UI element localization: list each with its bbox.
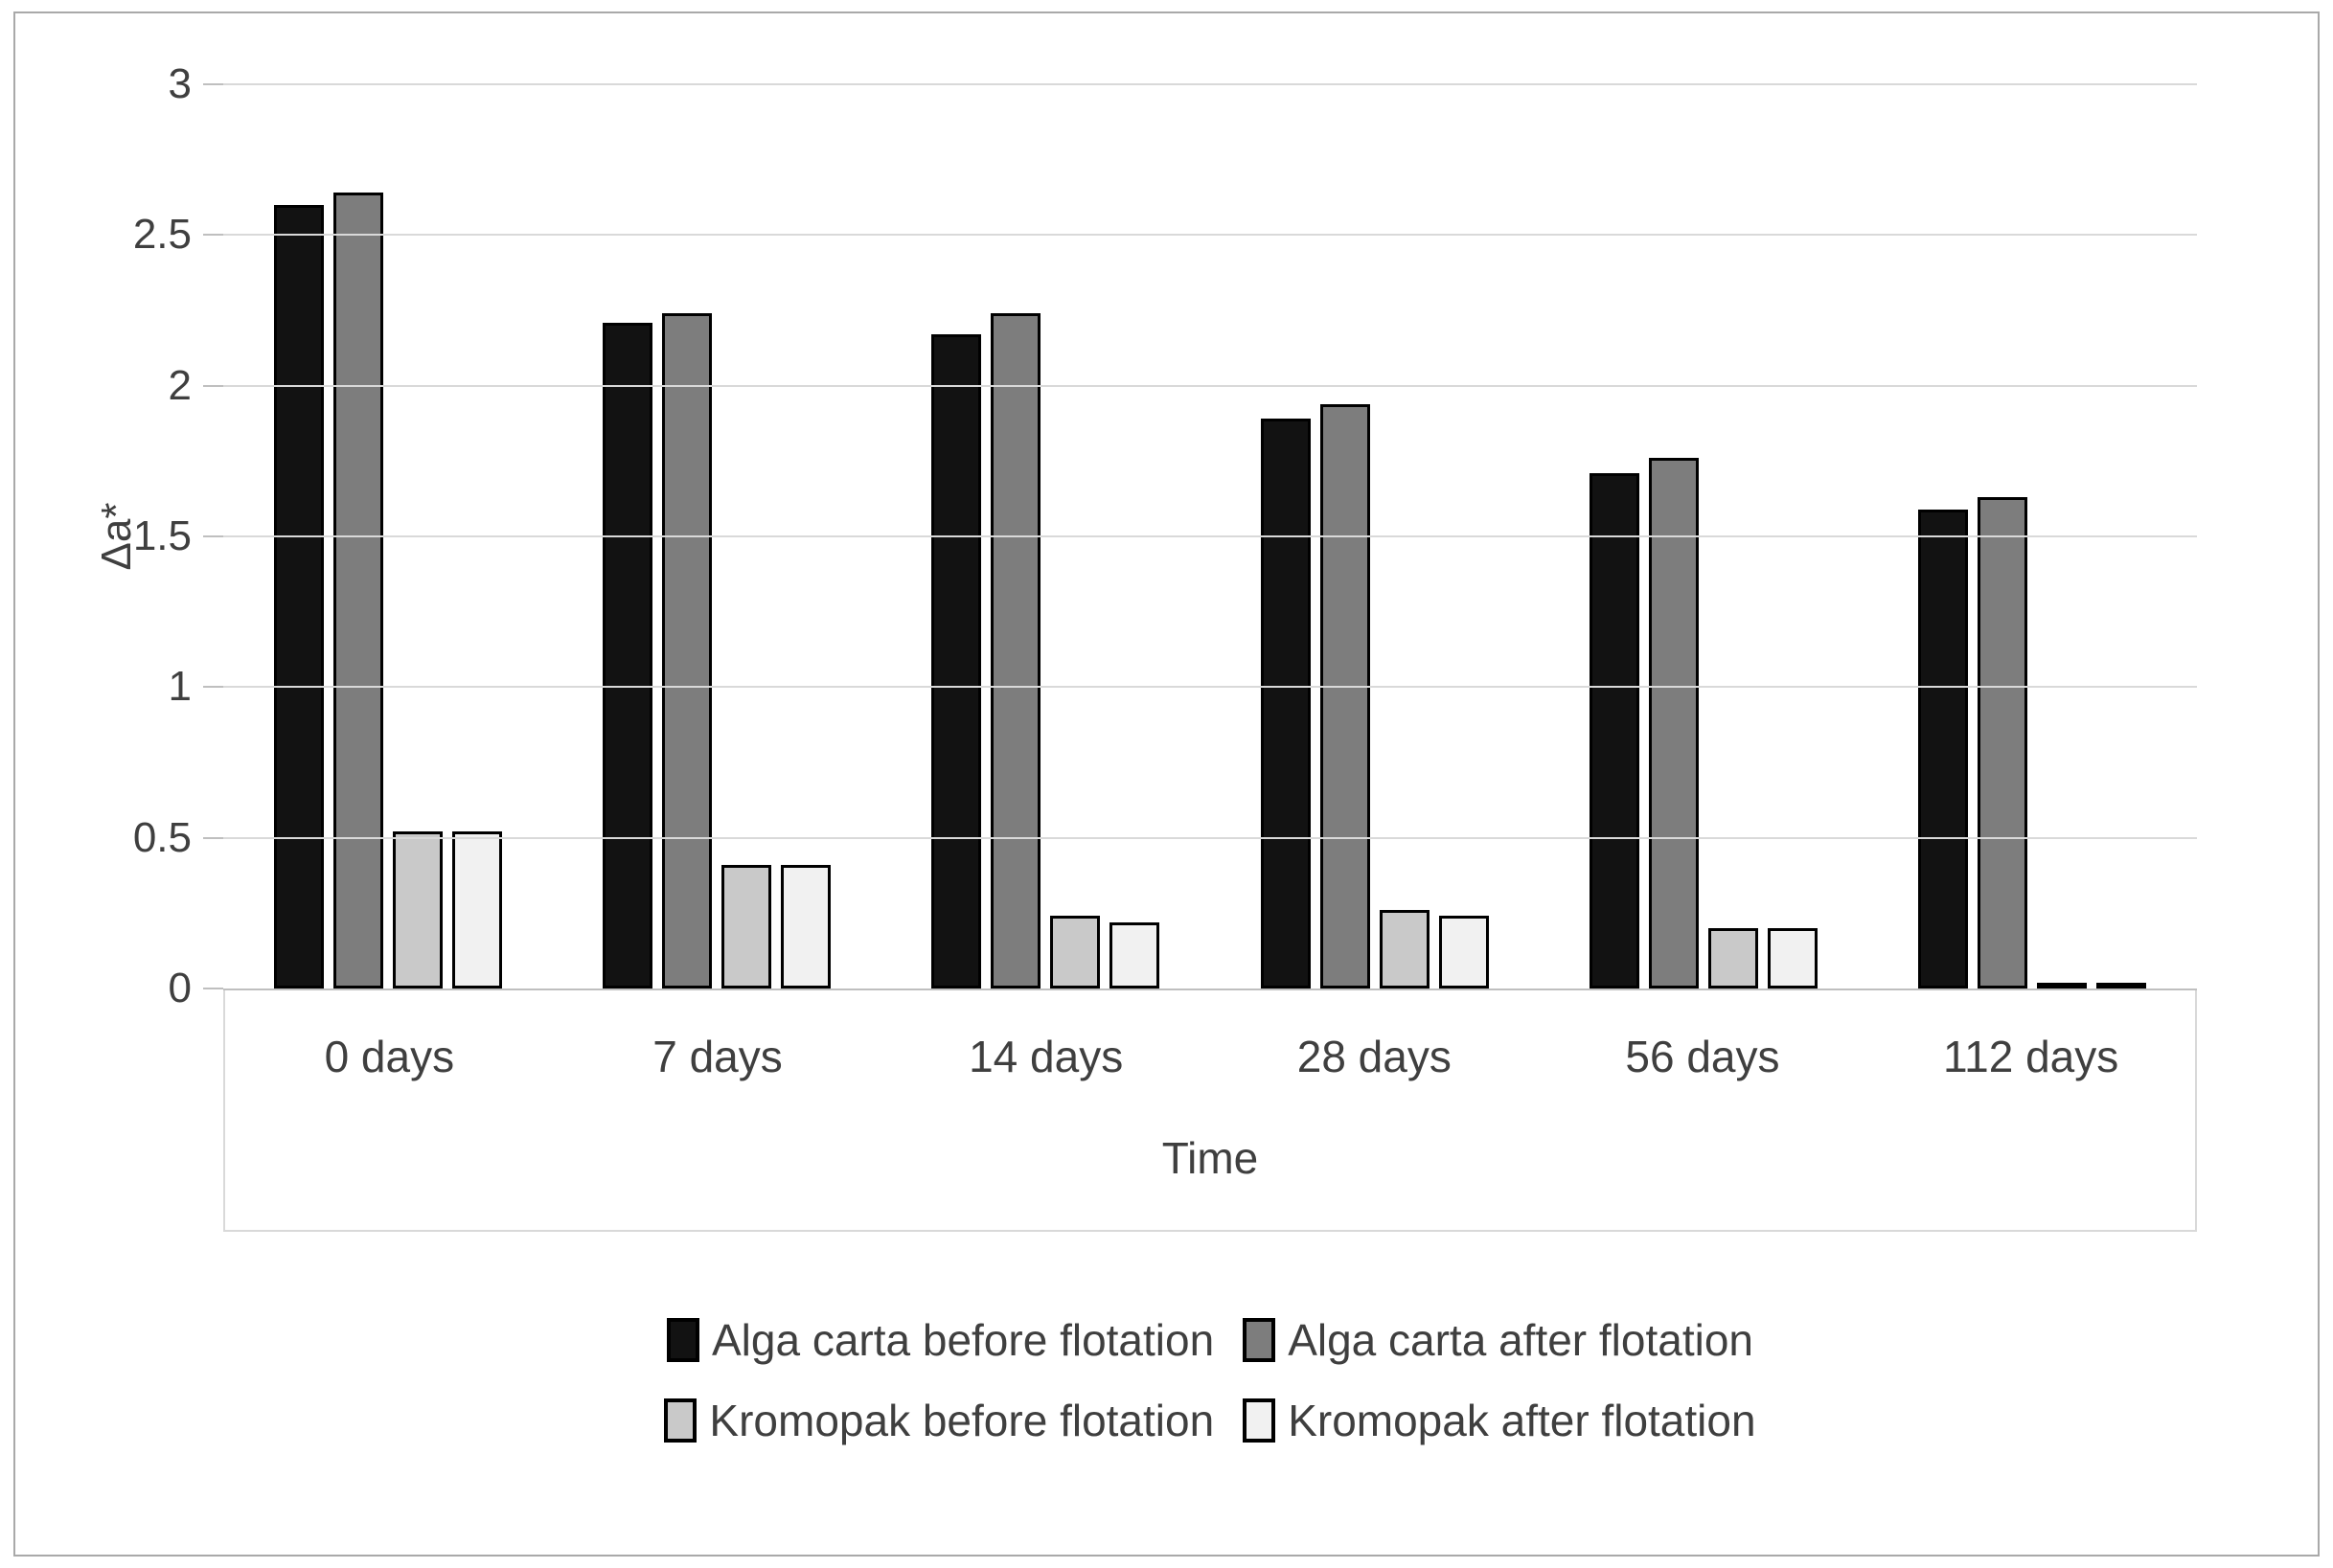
legend: Alga carta before flotation Alga carta af…	[223, 1314, 2197, 1446]
bar	[1648, 458, 1699, 989]
bar-group	[931, 84, 1160, 989]
y-axis-tick-label: 1	[168, 663, 192, 711]
y-axis: 3 2.5 2 1.5 1 0.5 0	[0, 60, 223, 1011]
y-axis-tick-label: 2.5	[132, 211, 192, 259]
legend-swatch	[664, 1398, 698, 1443]
legend-label: Alga carta after flotation	[1288, 1315, 1754, 1365]
category-label-row: 0 days 7 days 14 days 28 days 56 days 112 day…	[225, 1031, 2195, 1082]
bar	[1707, 928, 1758, 989]
y-axis-tick-mark	[203, 83, 223, 85]
bar	[602, 322, 652, 989]
bar-group	[1589, 84, 1818, 989]
bar-groups-container	[223, 84, 2197, 989]
bar	[661, 313, 712, 989]
legend-swatch	[1243, 1398, 1276, 1443]
legend-swatch	[1243, 1318, 1276, 1362]
y-axis-tick-mark	[203, 686, 223, 689]
bar	[2037, 982, 2088, 989]
bar-group	[273, 84, 502, 989]
gridline	[223, 686, 2197, 689]
bar	[1050, 916, 1101, 989]
x-axis-label-box: 0 days 7 days 14 days 28 days 56 days 112 day…	[223, 990, 2197, 1232]
legend-swatch	[666, 1318, 699, 1362]
y-axis-tick-label: 0.5	[132, 813, 192, 861]
gridline	[223, 535, 2197, 537]
plot-area	[223, 83, 2197, 990]
bar	[1109, 921, 1160, 989]
category-label: 14 days	[969, 1032, 1124, 1081]
y-axis-tick-label: 2	[168, 361, 192, 409]
bar	[1589, 472, 1639, 989]
legend-item: Kromopak before flotation	[664, 1395, 1214, 1446]
bar	[451, 831, 502, 989]
legend-row: Kromopak before flotation Kromopak after …	[664, 1395, 1756, 1446]
legend-item: Kromopak after flotation	[1243, 1395, 1756, 1446]
legend-label: Kromopak after flotation	[1288, 1396, 1756, 1445]
bar	[1978, 497, 2028, 989]
bar	[780, 865, 831, 989]
bar	[273, 204, 324, 989]
category-label: 28 days	[1296, 1032, 1452, 1081]
gridline	[223, 234, 2197, 237]
category-label: 7 days	[652, 1032, 783, 1081]
bar	[931, 334, 982, 989]
y-axis-tick-mark	[203, 384, 223, 387]
chart-border-frame	[13, 11, 2320, 1557]
bar-group	[1260, 84, 1489, 989]
bar-group	[602, 84, 831, 989]
gridline	[223, 836, 2197, 839]
bar	[720, 865, 771, 989]
y-axis-tick-label: 3	[168, 60, 192, 107]
bar	[1918, 509, 1969, 989]
x-axis-title: Time	[1161, 1133, 1259, 1183]
legend-label: Kromopak before flotation	[709, 1396, 1215, 1445]
bar-group	[1918, 84, 2147, 989]
legend-item: Alga carta before flotation	[666, 1314, 1215, 1366]
y-axis-tick-label: 0	[168, 965, 192, 1011]
category-label: 0 days	[324, 1032, 455, 1081]
y-axis-tick-mark	[203, 535, 223, 537]
legend-item: Alga carta after flotation	[1243, 1314, 1753, 1366]
legend-row: Alga carta before flotation Alga carta af…	[666, 1314, 1753, 1366]
bar	[991, 313, 1041, 989]
bar	[392, 831, 443, 989]
legend-label: Alga carta before flotation	[711, 1315, 1215, 1365]
y-axis-tick-mark	[203, 234, 223, 237]
bar	[1767, 928, 1818, 989]
bar	[1438, 916, 1489, 989]
bar	[1379, 910, 1430, 989]
gridline	[223, 83, 2197, 85]
category-label: 56 days	[1625, 1032, 1780, 1081]
y-axis-tick-mark	[203, 988, 223, 989]
bar	[332, 193, 383, 989]
bar	[1260, 419, 1311, 989]
bar	[2096, 982, 2147, 989]
category-label: 112 days	[1942, 1032, 2119, 1081]
y-axis-tick-label: 1.5	[132, 512, 192, 559]
bar	[1319, 403, 1370, 989]
y-axis-tick-mark	[203, 836, 223, 839]
gridline	[223, 384, 2197, 387]
